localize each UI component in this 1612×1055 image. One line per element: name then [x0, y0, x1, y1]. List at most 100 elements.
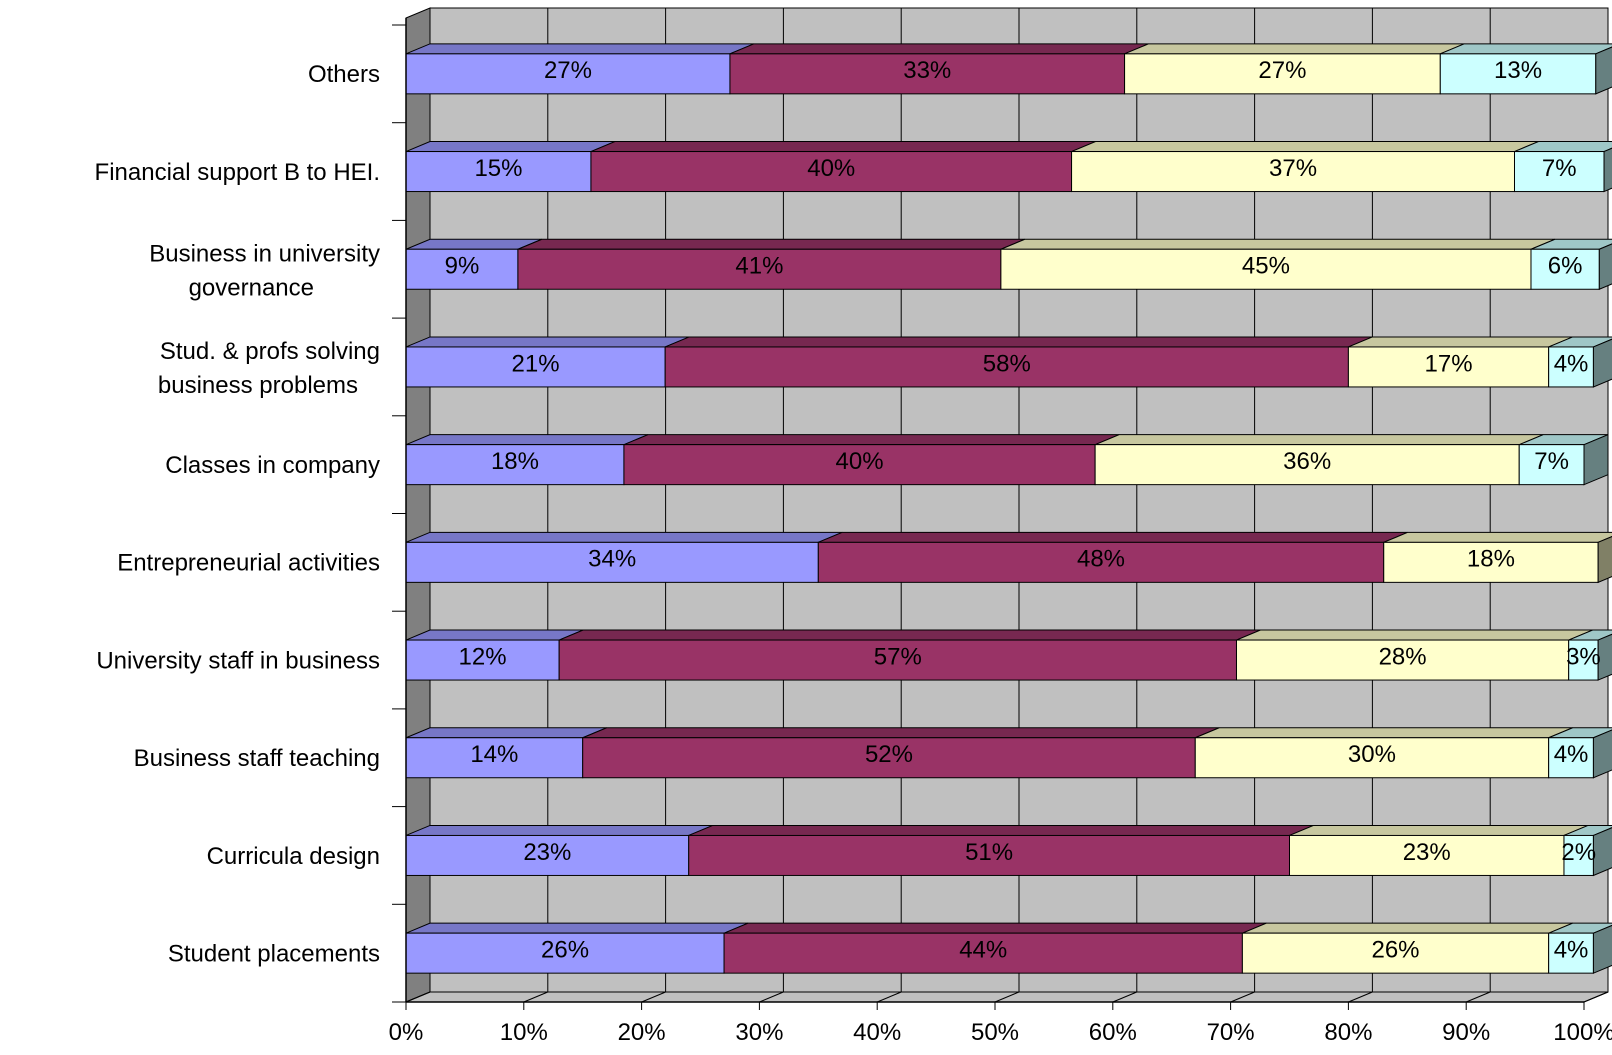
bar-side-face	[1592, 827, 1612, 877]
bar-segment	[1383, 541, 1599, 583]
bar-segment	[1563, 834, 1594, 876]
bar-side-face	[1592, 729, 1612, 779]
bar-top-face	[405, 727, 607, 739]
x-tick-label: 10%	[500, 1019, 548, 1046]
bar-top-face	[1236, 629, 1593, 641]
x-tick-label: 20%	[618, 1019, 666, 1046]
data-label: 27%	[544, 57, 592, 84]
data-label: 17%	[1425, 350, 1473, 377]
category-label-line: Stud. & profs solving	[160, 338, 380, 365]
bar-side-face	[1583, 433, 1609, 486]
floor-gridline	[877, 991, 902, 1003]
bar-top-face	[623, 434, 1120, 446]
data-label: 30%	[1348, 741, 1396, 768]
data-label: 37%	[1269, 155, 1317, 182]
bar-top-face	[1348, 336, 1573, 348]
data-label: 34%	[588, 546, 636, 573]
bar-side-face	[1592, 924, 1612, 974]
data-label: 41%	[735, 253, 783, 280]
data-label: 7%	[1542, 155, 1577, 182]
category-label: Stud. & profs solving business problems	[158, 338, 380, 399]
x-tick-label: 60%	[1089, 1019, 1137, 1046]
bar-segment	[405, 737, 584, 779]
floor-gridline	[405, 991, 431, 1003]
data-label: 18%	[1467, 546, 1515, 573]
bar-segment	[1241, 932, 1550, 974]
x-tick-label: 30%	[735, 1019, 783, 1046]
floor-gridline	[523, 991, 548, 1003]
data-label: 57%	[874, 643, 922, 670]
data-label: 26%	[541, 936, 589, 963]
bar-segment	[405, 151, 592, 193]
bar-top-face	[405, 922, 749, 934]
floor-gridline	[641, 991, 666, 1003]
data-label: 23%	[1403, 839, 1451, 866]
bar-segment	[405, 932, 725, 974]
bar-segment	[1124, 53, 1441, 95]
bar-segment	[729, 53, 1126, 95]
bar-segment	[1439, 53, 1597, 95]
data-label: 21%	[512, 350, 560, 377]
data-label: 26%	[1371, 936, 1419, 963]
bar-top-face	[405, 629, 584, 641]
category-label: University staff in business	[96, 647, 380, 674]
bar-segment	[558, 639, 1237, 681]
bar-segment	[1289, 834, 1565, 876]
bar-segment	[517, 248, 1002, 290]
bar-top-face	[1071, 141, 1539, 153]
data-label: 44%	[959, 936, 1007, 963]
category-label: Curricula design	[207, 843, 380, 870]
bar-top-face	[558, 629, 1261, 641]
bar-segment	[1568, 639, 1599, 681]
category-label: Others	[308, 61, 380, 88]
data-label: 15%	[474, 155, 522, 182]
bar-segment	[582, 737, 1196, 779]
x-tick-label: 80%	[1324, 1019, 1372, 1046]
data-label: 58%	[983, 350, 1031, 377]
category-label: Classes in company	[165, 452, 380, 479]
x-tick-label: 90%	[1442, 1019, 1490, 1046]
bar-side-face	[1592, 338, 1612, 388]
data-label: 18%	[491, 448, 539, 475]
data-label: 51%	[965, 839, 1013, 866]
bar-segment	[723, 932, 1243, 974]
floor-gridline	[1230, 991, 1255, 1003]
bar-top-face	[1094, 434, 1544, 446]
data-label: 3%	[1566, 643, 1601, 670]
bar-segment	[1548, 346, 1594, 388]
data-label: 36%	[1283, 448, 1331, 475]
floor-gridline	[1112, 991, 1137, 1003]
data-label: 28%	[1379, 643, 1427, 670]
bar-top-face	[664, 336, 1373, 348]
data-label: 4%	[1554, 936, 1589, 963]
data-label: 13%	[1494, 57, 1542, 84]
floor-gridline	[1348, 991, 1373, 1003]
data-label: 40%	[836, 448, 884, 475]
bar-top-face	[1124, 43, 1465, 55]
bar-top-face	[1289, 824, 1589, 836]
bar-segment	[1548, 737, 1594, 779]
data-label: 2%	[1561, 839, 1596, 866]
bar-top-face	[1195, 727, 1573, 739]
category-label: Business in university governance	[149, 241, 380, 302]
data-label: 14%	[470, 741, 518, 768]
bar-top-face	[517, 238, 1026, 250]
bars	[405, 43, 1612, 974]
category-label: Business staff teaching	[134, 745, 380, 772]
data-label: 45%	[1242, 253, 1290, 280]
bar-side-face	[1597, 633, 1612, 681]
floor-gridline	[759, 991, 784, 1003]
category-label-line: business problems	[158, 372, 358, 399]
x-tick-label: 0%	[389, 1019, 424, 1046]
bar-top-face	[405, 141, 616, 153]
x-tick-label: 40%	[853, 1019, 901, 1046]
data-label: 12%	[459, 643, 507, 670]
bar-top-face	[405, 336, 690, 348]
bar-segment	[405, 346, 666, 388]
bar-top-face	[1440, 43, 1612, 55]
bar-top-face	[405, 531, 843, 543]
bar-segment	[1000, 248, 1532, 290]
bar-top-face	[405, 434, 649, 446]
bar-top-face	[590, 141, 1096, 153]
data-label: 33%	[903, 57, 951, 84]
